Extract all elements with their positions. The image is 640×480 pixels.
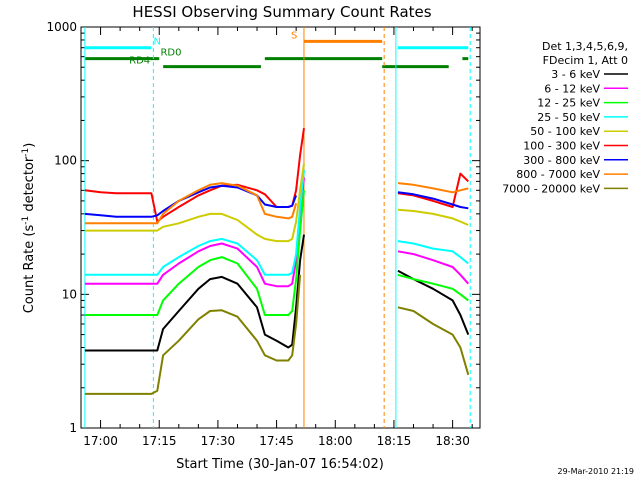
legend-label: 6 - 12 keV bbox=[544, 82, 600, 95]
legend-label: 12 - 25 keV bbox=[537, 97, 600, 110]
x-tick-label: 17:30 bbox=[201, 434, 236, 448]
series-line bbox=[84, 184, 298, 218]
series-line bbox=[84, 182, 298, 225]
series-line bbox=[84, 163, 305, 243]
axis-ticks bbox=[80, 26, 480, 429]
y-axis-label-main: Count Rate (s bbox=[22, 225, 37, 314]
legend-header-2: FDecim 1, Att 0 bbox=[543, 54, 628, 67]
series-line bbox=[84, 274, 302, 395]
x-tick-label: 18:00 bbox=[318, 434, 353, 448]
flag-bar-label: N bbox=[154, 37, 161, 48]
flag-bar-label: S bbox=[291, 30, 297, 41]
legend: Det 1,3,4,5,6,9, FDecim 1, Att 0 3 - 6 k… bbox=[502, 40, 628, 195]
flag-bar-label: RD0 bbox=[160, 48, 181, 59]
x-tick-label: 17:15 bbox=[142, 434, 177, 448]
legend-label: 25 - 50 keV bbox=[537, 111, 600, 124]
legend-label: 50 - 100 keV bbox=[530, 125, 600, 138]
series-line-after-gap bbox=[397, 182, 469, 194]
series-line-after-gap bbox=[397, 208, 469, 226]
series-line bbox=[84, 190, 305, 316]
plot-frame bbox=[80, 26, 481, 429]
y-tick-label: 1000 bbox=[46, 20, 77, 34]
y-tick-label: 10 bbox=[62, 287, 77, 301]
legend-label: 100 - 300 keV bbox=[523, 140, 600, 153]
x-tick-label: 18:30 bbox=[435, 434, 470, 448]
legend-label: 300 - 800 keV bbox=[523, 154, 600, 167]
flag-bars: N S RD0 RD4 bbox=[84, 30, 469, 69]
y-axis-label-sup2: -1 bbox=[21, 148, 31, 157]
legend-label: 800 - 7000 keV bbox=[516, 168, 600, 181]
y-tick-labels: 1 10 100 1000 bbox=[46, 20, 77, 435]
series-line-after-gap bbox=[397, 306, 470, 376]
series-lines bbox=[84, 128, 470, 395]
vertical-markers bbox=[84, 27, 471, 428]
y-axis-label: Count Rate (s-1 detector-1) bbox=[21, 143, 37, 314]
x-tick-labels: 17:00 17:15 17:30 17:45 18:00 18:15 18:30 bbox=[83, 434, 470, 448]
y-tick-label: 1 bbox=[69, 421, 77, 435]
series-line bbox=[84, 177, 305, 288]
legend-label: 3 - 6 keV bbox=[551, 68, 600, 81]
series-line-after-gap bbox=[397, 240, 469, 265]
render-timestamp: 29-Mar-2010 21:19 bbox=[557, 467, 635, 476]
series-line-after-gap bbox=[397, 273, 469, 302]
x-tick-label: 17:00 bbox=[83, 434, 118, 448]
x-tick-label: 18:15 bbox=[377, 434, 412, 448]
series-line bbox=[84, 128, 305, 223]
series-line-after-gap bbox=[397, 191, 469, 210]
series-line-after-gap bbox=[397, 172, 470, 208]
y-tick-label: 100 bbox=[54, 154, 77, 168]
legend-header-1: Det 1,3,4,5,6,9, bbox=[542, 40, 628, 53]
y-axis-label-sup1: -1 bbox=[21, 216, 31, 225]
series-line bbox=[84, 234, 305, 352]
flag-bar-label: RD4 bbox=[129, 56, 150, 67]
x-axis-label: Start Time (30-Jan-07 16:54:02) bbox=[176, 457, 384, 472]
legend-label: 7000 - 20000 keV bbox=[502, 182, 600, 195]
y-axis-label-end: ) bbox=[22, 143, 37, 148]
chart-title: HESSI Observing Summary Count Rates bbox=[132, 3, 431, 21]
series-line bbox=[84, 169, 305, 276]
series-line-after-gap bbox=[397, 250, 470, 285]
x-tick-label: 17:45 bbox=[259, 434, 294, 448]
y-axis-label-mid: detector bbox=[22, 156, 37, 216]
